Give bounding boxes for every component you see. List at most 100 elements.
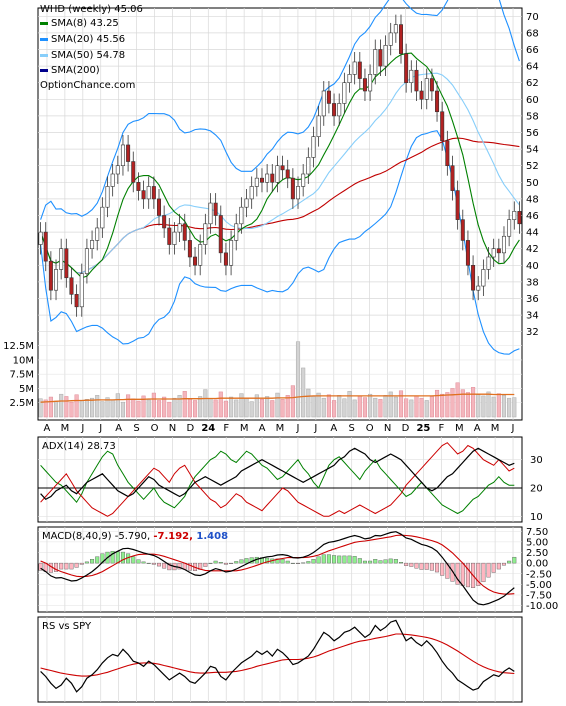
macd-histogram-bar [409,562,414,567]
x-tick-label: F [223,423,229,434]
volume-bar [301,367,306,418]
volume-bar [79,400,84,418]
volume-bar [295,341,301,418]
price-candle [275,165,280,183]
x-tick-label: 25 [416,423,430,434]
x-tick-label: J [511,423,515,434]
x-tick-label: A [115,423,122,434]
macd-histogram-bar [239,559,244,564]
volume-bar [64,396,69,418]
legend-sma8-label: SMA(8) 43.25 [51,18,119,29]
price-candle [259,177,264,183]
volume-bar [229,396,234,418]
price-candle [409,69,414,83]
macd-histogram-bar [74,562,79,568]
price-candle [393,24,398,34]
price-candle [244,198,249,208]
volume-bar [43,399,48,418]
volume-bar [321,397,326,418]
price-candle [471,264,476,291]
macd-histogram-bar [496,562,501,570]
volume-bar [311,396,316,418]
x-tick-label: M [455,423,464,434]
adx-minus-di-line [40,442,515,517]
price-candle [321,90,326,117]
volume-bar [223,400,228,418]
price-candle [151,186,156,200]
adx-y-tick-label: 30 [530,455,543,466]
price-candle [373,49,378,75]
macd-histogram-bar [393,559,398,564]
macd-histogram-bar [64,562,69,570]
price-candle [316,115,321,137]
macd-histogram-bar [455,562,460,585]
macd-histogram-bar [151,562,156,565]
volume-bar [373,397,378,418]
macd-signal-line [40,534,515,595]
macd-y-tick-label: 7.50 [526,527,548,538]
volume-bar [280,399,285,418]
price-candle [265,173,270,183]
x-tick-label: N [169,423,176,434]
volume-bar [290,385,295,418]
macd-histogram-bar [368,560,373,564]
volume-bar [486,391,491,418]
price-candle [445,140,450,167]
legend-sma200-label: SMA(200) [51,65,100,76]
volume-bar [414,395,419,418]
volume-bar [398,390,404,418]
price-candle [48,260,53,291]
volume-bar [409,399,414,418]
macd-y-tick-label: -7.50 [526,591,552,602]
price-candle [74,294,79,308]
volume-bar [59,393,64,418]
volume-bar [105,397,110,418]
volume-bar [326,394,331,418]
volume-bar [84,399,89,418]
price-y-tick-label: 42 [526,244,539,255]
macd-histogram-bar [501,562,506,566]
price-candle [357,61,362,79]
volume-bar [316,392,321,418]
legend-sma200: SMA(200) [40,64,100,78]
volume-bar [270,400,275,418]
volume-bar [213,399,218,418]
price-y-tick-label: 32 [526,327,539,338]
price-candle [285,169,290,179]
price-candle [172,231,177,245]
macd-histogram-bar [265,557,270,564]
adx-y-tick-label: 20 [530,484,543,495]
legend-sma50: SMA(50) 54.78 [40,49,125,63]
macd-y-tick-label: -2.50 [526,569,552,580]
adx-y-tick-label: 10 [530,512,543,523]
volume-bar [481,395,486,418]
macd-histogram-bar [435,562,440,573]
volume-bar [393,396,398,418]
price-candle [43,231,48,262]
price-candle [465,240,470,266]
price-y-tick-label: 46 [526,211,539,222]
rs-panel-title: RS vs SPY [42,621,92,632]
macd-histogram-bar [244,558,249,564]
volume-bar [332,400,337,418]
price-y-tick-label: 40 [526,261,539,272]
price-candle [167,227,172,245]
price-candle [435,90,440,113]
legend-sma20: SMA(20) 45.56 [40,33,125,47]
macd-histogram-bar [311,559,316,564]
macd-histogram-bar [352,556,357,564]
price-candle [229,240,234,266]
macd-histogram-bar [223,562,228,565]
macd-histogram-bar [120,551,125,564]
bollinger-lower-band [40,130,520,355]
price-y-tick-label: 58 [526,111,539,122]
x-tick-label: D [187,423,195,434]
macd-histogram-bar [326,554,331,564]
price-candle [198,244,203,266]
volume-bar [378,399,383,418]
price-candle [491,248,496,258]
volume-bar [69,401,74,418]
price-candle [223,252,228,266]
x-tick-label: M [491,423,500,434]
